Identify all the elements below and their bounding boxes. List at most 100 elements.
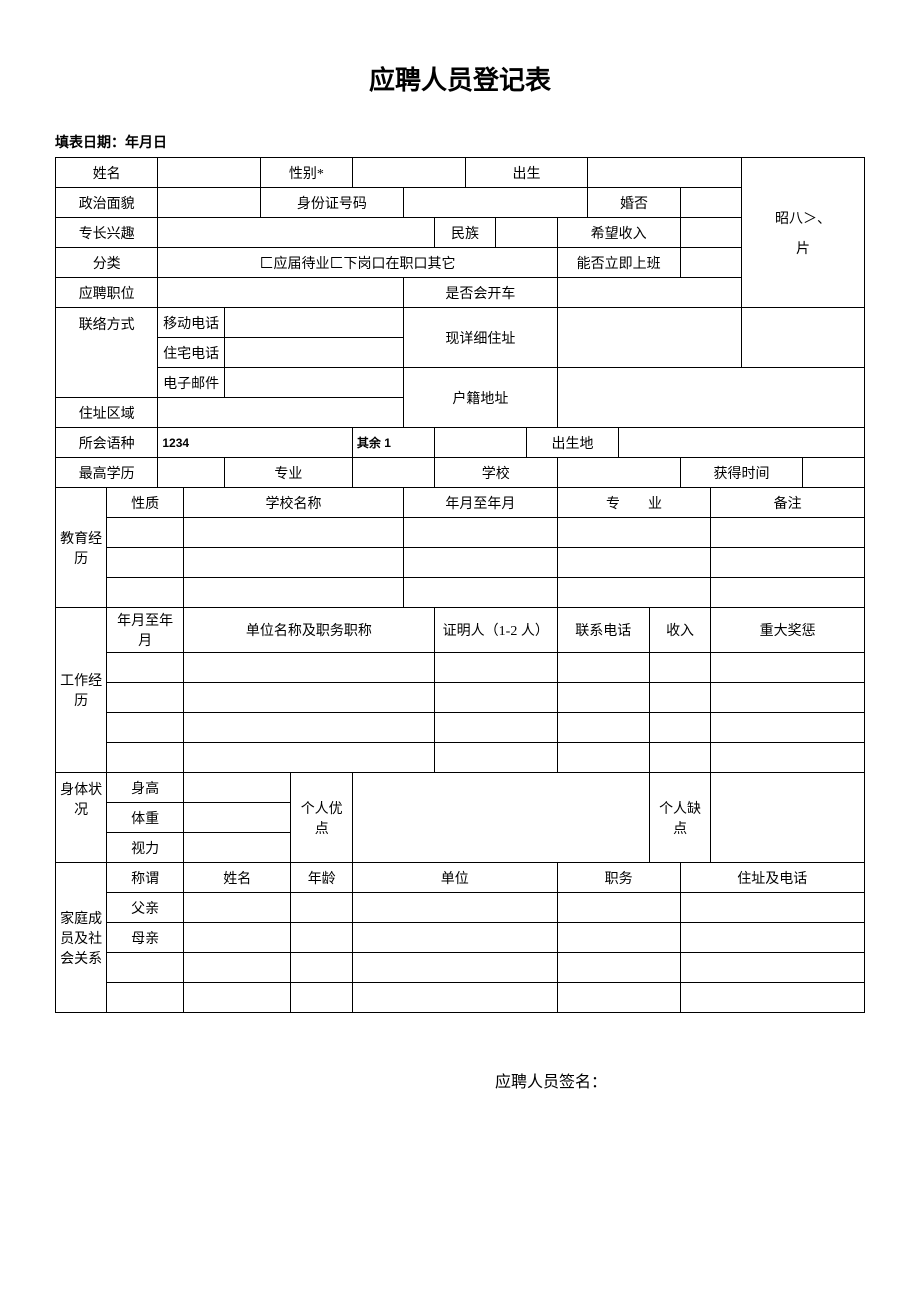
edu-row[interactable]: [711, 548, 865, 578]
mobile-field[interactable]: [224, 308, 403, 338]
weaknesses-field[interactable]: [711, 773, 865, 863]
work-row[interactable]: [649, 653, 710, 683]
school-field[interactable]: [557, 458, 680, 488]
edu-row[interactable]: [404, 518, 558, 548]
fam-row[interactable]: [183, 893, 291, 923]
edu-row[interactable]: [711, 578, 865, 608]
political-field[interactable]: [158, 188, 260, 218]
homephone-field[interactable]: [224, 338, 403, 368]
specialty-field[interactable]: [158, 218, 434, 248]
address-area-field[interactable]: [158, 398, 404, 428]
work-row[interactable]: [557, 713, 649, 743]
fam-row[interactable]: [352, 953, 557, 983]
edu-row[interactable]: [557, 548, 711, 578]
work-row[interactable]: [557, 683, 649, 713]
work-row[interactable]: [107, 653, 184, 683]
current-address-label: 现详细住址: [404, 308, 558, 368]
edu-row[interactable]: [183, 548, 403, 578]
fam-row[interactable]: [183, 953, 291, 983]
work-row[interactable]: [711, 713, 865, 743]
fam-row[interactable]: [107, 953, 184, 983]
work-row[interactable]: [183, 743, 434, 773]
fam-row[interactable]: [352, 983, 557, 1013]
fam-row[interactable]: [557, 923, 680, 953]
work-row[interactable]: [649, 743, 710, 773]
birth-field[interactable]: [588, 158, 742, 188]
work-row[interactable]: [183, 683, 434, 713]
work-row[interactable]: [434, 743, 557, 773]
edu-row[interactable]: [404, 548, 558, 578]
marriage-field[interactable]: [680, 188, 741, 218]
birthplace-field[interactable]: [619, 428, 865, 458]
major-field[interactable]: [352, 458, 434, 488]
edu-row[interactable]: [107, 548, 184, 578]
salary-field[interactable]: [680, 218, 741, 248]
fam-row[interactable]: [557, 893, 680, 923]
work-row[interactable]: [107, 683, 184, 713]
fam-row[interactable]: [557, 953, 680, 983]
highest-edu-field[interactable]: [158, 458, 225, 488]
fam-row[interactable]: [291, 893, 352, 923]
email-field[interactable]: [224, 368, 403, 398]
fam-row[interactable]: [291, 923, 352, 953]
strengths-field[interactable]: [352, 773, 649, 863]
work-row[interactable]: [434, 713, 557, 743]
work-row[interactable]: [711, 683, 865, 713]
edu-row[interactable]: [557, 518, 711, 548]
gender-field[interactable]: [352, 158, 465, 188]
work-row[interactable]: [107, 713, 184, 743]
vision-field[interactable]: [183, 833, 291, 863]
edu-row[interactable]: [183, 518, 403, 548]
height-field[interactable]: [183, 773, 291, 803]
work-row[interactable]: [434, 653, 557, 683]
fam-row[interactable]: [680, 983, 864, 1013]
position-field[interactable]: [158, 278, 404, 308]
edu-row[interactable]: [711, 518, 865, 548]
fam-row[interactable]: [291, 953, 352, 983]
photo-text2: 片: [746, 238, 860, 258]
fam-row[interactable]: [680, 953, 864, 983]
fam-row[interactable]: [680, 923, 864, 953]
fam-row[interactable]: [183, 983, 291, 1013]
strengths-label: 个人优点: [291, 773, 352, 863]
fam-row[interactable]: [291, 983, 352, 1013]
drive-field[interactable]: [557, 278, 741, 308]
id-field[interactable]: [404, 188, 588, 218]
edu-row[interactable]: [183, 578, 403, 608]
work-row[interactable]: [434, 683, 557, 713]
edu-row[interactable]: [107, 578, 184, 608]
work-row[interactable]: [711, 743, 865, 773]
fam-addrphone-header: 住址及电话: [680, 863, 864, 893]
work-row[interactable]: [183, 713, 434, 743]
mobile-label: 移动电话: [158, 308, 225, 338]
fam-row[interactable]: [183, 923, 291, 953]
ethnicity-field[interactable]: [496, 218, 557, 248]
obtained-time-field[interactable]: [803, 458, 865, 488]
fam-row[interactable]: [352, 923, 557, 953]
name-field[interactable]: [158, 158, 260, 188]
marriage-label: 婚否: [588, 188, 680, 218]
current-address-field[interactable]: [557, 308, 741, 368]
fam-row[interactable]: [557, 983, 680, 1013]
work-row[interactable]: [183, 653, 434, 683]
registered-address-field[interactable]: [557, 368, 864, 428]
start-immediately-field[interactable]: [680, 248, 741, 278]
work-row[interactable]: [557, 653, 649, 683]
edu-row[interactable]: [404, 578, 558, 608]
weight-field[interactable]: [183, 803, 291, 833]
current-address-extra[interactable]: [742, 308, 865, 368]
work-row[interactable]: [711, 653, 865, 683]
work-row[interactable]: [107, 743, 184, 773]
edu-row[interactable]: [107, 518, 184, 548]
lang-field[interactable]: [434, 428, 526, 458]
work-history-label: 工作经历: [56, 608, 107, 773]
work-row[interactable]: [649, 683, 710, 713]
category-options[interactable]: 匚应届待业匚下岗口在职口其它: [158, 248, 557, 278]
work-row[interactable]: [649, 713, 710, 743]
fam-row[interactable]: [680, 893, 864, 923]
edu-row[interactable]: [557, 578, 711, 608]
fam-name-header: 姓名: [183, 863, 291, 893]
fam-row[interactable]: [107, 983, 184, 1013]
work-row[interactable]: [557, 743, 649, 773]
fam-row[interactable]: [352, 893, 557, 923]
